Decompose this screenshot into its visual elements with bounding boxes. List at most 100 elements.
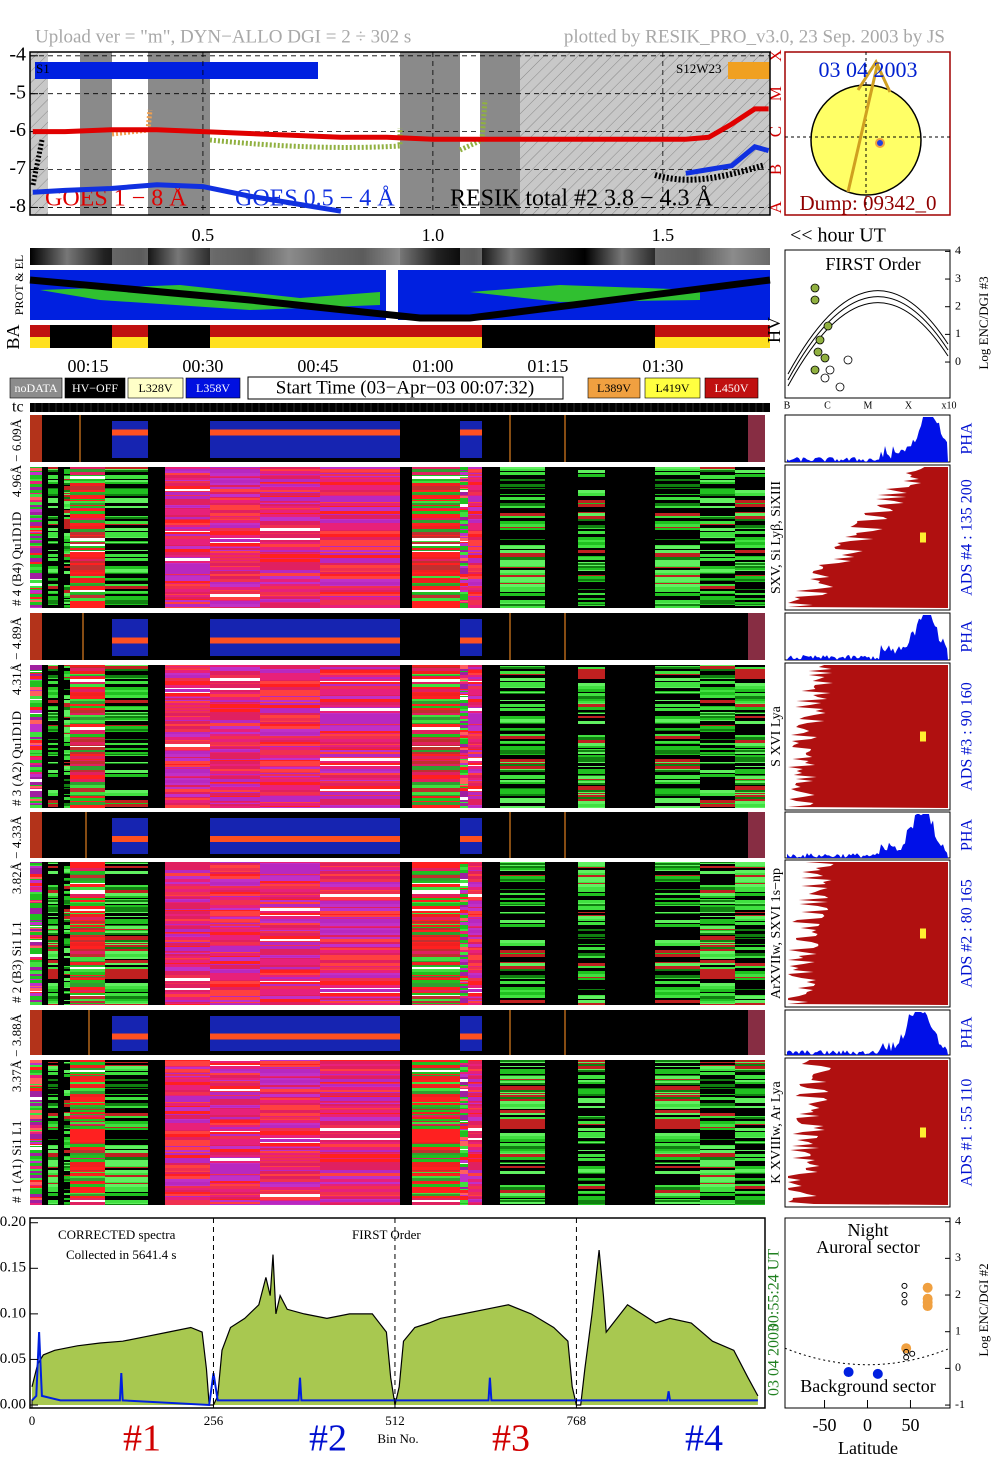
- spectrogram-column: [735, 1060, 765, 1205]
- channel-id: # 1 (A1) Si1 L1: [9, 1121, 24, 1203]
- ads-profile: [788, 467, 948, 608]
- prot-gap: [386, 270, 398, 320]
- ads-marker: [920, 928, 926, 939]
- y-tick-label: 0.05: [0, 1351, 26, 1367]
- spectrogram-column: [30, 862, 42, 1005]
- spectrogram-column: [605, 665, 655, 808]
- point: [901, 1292, 908, 1299]
- ba-strip: [50, 325, 112, 337]
- ba-strip: [50, 337, 112, 348]
- pointer: [856, 58, 892, 93]
- spectrogram-column: [412, 665, 460, 808]
- line-ids: ArXVIIw, SXVI 1s−np: [769, 868, 784, 999]
- spectrogram-column: [70, 467, 105, 608]
- time-tick-label: 00:15: [67, 356, 108, 376]
- spectrogram-column: [30, 1060, 42, 1205]
- pha-glow: [748, 1010, 765, 1055]
- line-ids: S XVI Lya: [769, 705, 784, 766]
- y-tick-label: 0.00: [0, 1396, 26, 1412]
- spectrogram-column: [655, 665, 700, 808]
- tc-label: tc: [12, 399, 24, 416]
- spectrogram-column: [105, 1060, 148, 1205]
- ba-strip: [655, 325, 770, 337]
- pha-glow: [748, 812, 765, 858]
- channel-range: 4.96Å − 6.09Å: [9, 418, 24, 497]
- goes-line: [32, 106, 769, 142]
- header-left: Upload ver = "m", DYN−ALLO DGI = 2 ÷ 302…: [35, 26, 411, 47]
- pha-line: [460, 429, 482, 436]
- spectrogram-column: [735, 862, 765, 1005]
- pha-line: [112, 637, 148, 644]
- channel-id: # 2 (B3) Si1 L1: [9, 921, 24, 1003]
- spectrogram-column: [70, 665, 105, 808]
- ba-strip: [655, 337, 770, 348]
- goes-line: [32, 144, 770, 214]
- x-tick-label: C: [824, 400, 831, 411]
- pha-band: [112, 421, 148, 458]
- spectrogram-column: [460, 665, 468, 808]
- spectrogram-column: [70, 1060, 105, 1205]
- point: [820, 373, 830, 383]
- start-time: Start Time (03−Apr−03 00:07:32): [276, 377, 534, 398]
- pha-line: [460, 1033, 482, 1040]
- pointer: [846, 61, 880, 193]
- channel-id: # 4 (B4) Qu1D1D: [9, 512, 24, 606]
- header-right: plotted by RESIK_PRO_v3.0, 23 Sep. 2003 …: [564, 26, 945, 47]
- x-tick-label: 256: [204, 1413, 224, 1428]
- spectrogram-column: [48, 665, 58, 808]
- prot-green: [40, 285, 700, 310]
- ba-strip: [30, 325, 50, 337]
- y-tick-label: 4: [955, 1213, 961, 1227]
- legend-entry: HV−OFF: [72, 381, 118, 395]
- pha-profile: [787, 1012, 948, 1055]
- class-label: M: [766, 86, 785, 101]
- spectrogram-column: [42, 862, 48, 1005]
- spectrogram-column: [148, 862, 165, 1005]
- sector-label: Night: [847, 1220, 888, 1240]
- spectrogram-column: [70, 862, 105, 1005]
- x-tick-label: 1.5: [652, 225, 675, 245]
- resik-points: [654, 162, 766, 183]
- point: [810, 283, 820, 293]
- point: [903, 1348, 910, 1355]
- y-tick-label: 3: [955, 1250, 961, 1264]
- pha-line: [112, 429, 148, 436]
- spectrogram-column: [64, 862, 70, 1005]
- spectrogram-column: [58, 862, 64, 1005]
- legend-entry: L328V: [139, 381, 173, 395]
- spectrogram-column: [482, 665, 500, 808]
- pha-label: PHA: [959, 1016, 976, 1048]
- spectrogram-column: [735, 467, 765, 608]
- x-tick-label: X: [905, 400, 913, 411]
- axis-title: << hour UT: [790, 225, 886, 247]
- spectrogram-column: [105, 665, 148, 808]
- class-label: B: [766, 164, 785, 175]
- axis-title: Log ENC/DGI #2: [976, 1263, 991, 1356]
- ads-marker: [920, 532, 926, 543]
- pha-band: [460, 421, 482, 458]
- ads-marker: [920, 1127, 926, 1138]
- spectrogram-column: [500, 467, 545, 608]
- spectrogram-column: [460, 862, 468, 1005]
- spectrogram-column: [30, 665, 42, 808]
- legend-swatch: [185, 377, 241, 399]
- time-tick-label: 00:30: [182, 356, 223, 376]
- ads-label: ADS #2 : 80 165: [959, 879, 976, 987]
- y-tick-label: -7: [9, 157, 26, 179]
- pha-line: [112, 1033, 148, 1040]
- spectrogram-column: [578, 665, 605, 808]
- spectrogram-column: [58, 665, 64, 808]
- pha-profile: [787, 615, 948, 660]
- ba-strip: [210, 325, 460, 337]
- class-label: A: [766, 201, 785, 214]
- pha-profile: [787, 417, 948, 462]
- spectrogram-column: [42, 1060, 48, 1205]
- spectrogram-column: [500, 1060, 545, 1205]
- pha-glow: [30, 812, 42, 858]
- curve: [787, 290, 949, 375]
- point: [901, 1343, 912, 1354]
- spectrum-line: [31, 1332, 758, 1407]
- x-tick-label: 768: [567, 1413, 587, 1428]
- spectrogram-column: [42, 665, 48, 808]
- spectrogram-column: [400, 665, 412, 808]
